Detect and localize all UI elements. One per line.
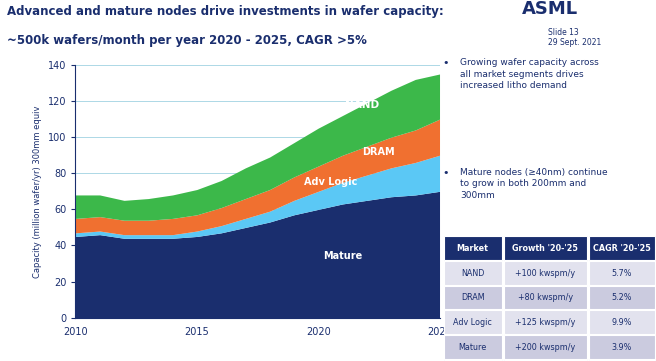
Text: DRAM: DRAM (363, 147, 395, 157)
Text: ~500k wafers/month per year 2020 - 2025, CAGR >5%: ~500k wafers/month per year 2020 - 2025,… (7, 34, 367, 47)
Bar (589, 335, 655, 359)
Bar (504, 261, 587, 285)
Text: DRAM: DRAM (461, 293, 485, 302)
Text: Slide 13
29 Sept. 2021: Slide 13 29 Sept. 2021 (548, 28, 601, 47)
Text: •: • (443, 168, 449, 178)
Text: ASML: ASML (522, 0, 578, 18)
Text: NAND: NAND (461, 269, 484, 278)
Text: Adv Logic: Adv Logic (304, 177, 357, 187)
Bar (589, 360, 655, 361)
Text: •: • (443, 58, 449, 68)
Text: CAGR '20-'25: CAGR '20-'25 (593, 244, 651, 253)
Text: +80 kwspm/y: +80 kwspm/y (518, 293, 573, 302)
Text: Mature: Mature (323, 251, 362, 261)
Bar (444, 261, 502, 285)
Text: Mature nodes (≥40nm) continue
to grow in both 200mm and
300mm: Mature nodes (≥40nm) continue to grow in… (460, 168, 607, 200)
Bar (444, 236, 502, 260)
Text: 5.2%: 5.2% (611, 293, 632, 302)
Text: 5.7%: 5.7% (611, 269, 632, 278)
Text: Mature: Mature (459, 343, 487, 352)
Bar (504, 286, 587, 309)
Bar (589, 261, 655, 285)
Y-axis label: Capacity (million wafer/yr) 300mm equiv: Capacity (million wafer/yr) 300mm equiv (33, 105, 43, 278)
Bar (444, 286, 502, 309)
Bar (504, 236, 587, 260)
Text: Market: Market (457, 244, 489, 253)
Bar (444, 335, 502, 359)
Bar (504, 360, 587, 361)
Text: Adv Logic: Adv Logic (453, 318, 492, 327)
Text: +200 kwspm/y: +200 kwspm/y (515, 343, 575, 352)
Bar (589, 236, 655, 260)
Text: Growing wafer capacity across
all market segments drives
increased litho demand: Growing wafer capacity across all market… (460, 58, 599, 90)
Bar (504, 335, 587, 359)
Bar (589, 310, 655, 334)
Bar (589, 286, 655, 309)
Text: +125 kwspm/y: +125 kwspm/y (515, 318, 575, 327)
Bar (444, 360, 502, 361)
Text: 3.9%: 3.9% (611, 343, 632, 352)
Text: 9.9%: 9.9% (611, 318, 632, 327)
Text: Growth '20-'25: Growth '20-'25 (512, 244, 578, 253)
Bar (504, 310, 587, 334)
Text: NAND: NAND (345, 100, 379, 110)
Text: +100 kwspm/y: +100 kwspm/y (515, 269, 575, 278)
Text: Advanced and mature nodes drive investments in wafer capacity:: Advanced and mature nodes drive investme… (7, 5, 443, 18)
Bar (444, 310, 502, 334)
